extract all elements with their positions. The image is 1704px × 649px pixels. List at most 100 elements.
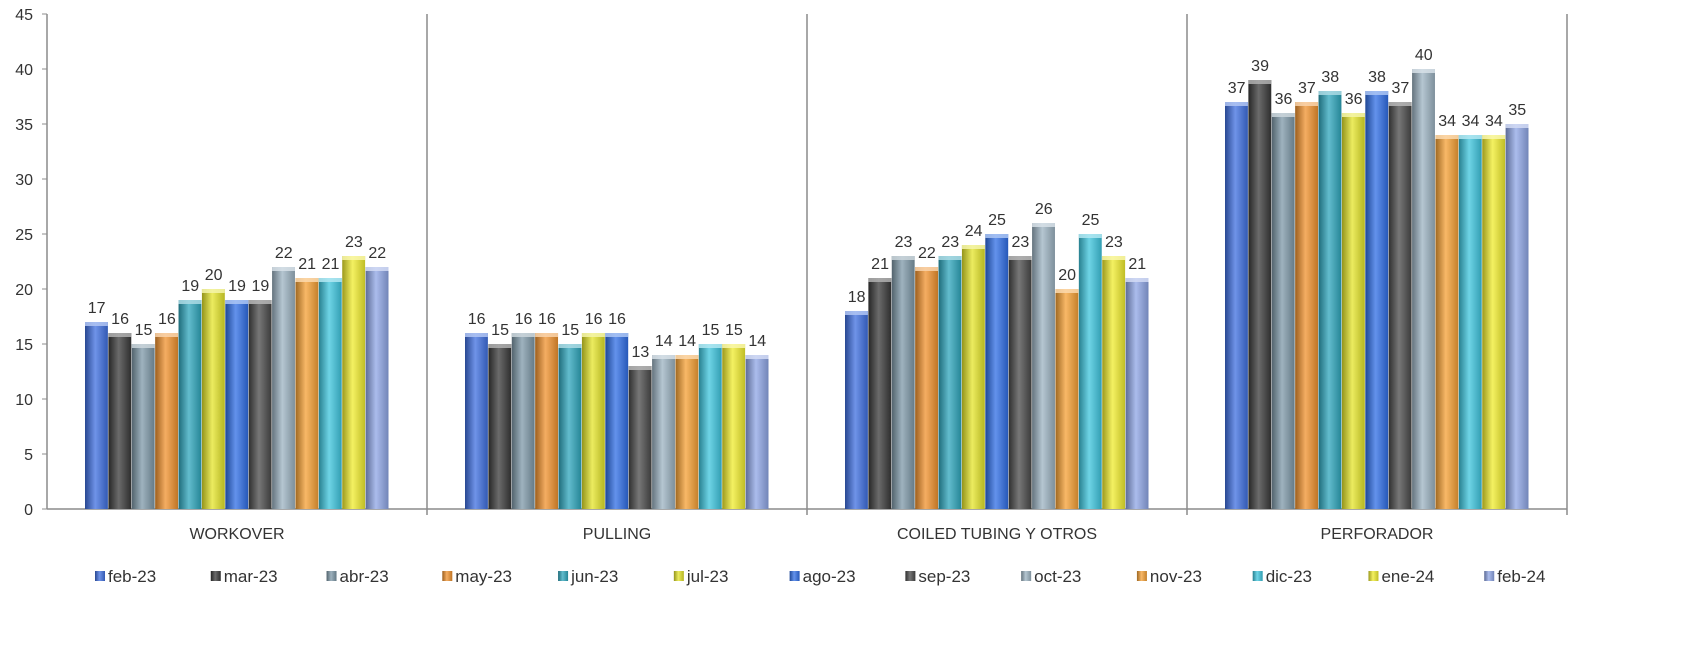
data-label-workover-jun-23: 19 (181, 278, 199, 295)
legend-label: mar-23 (224, 567, 278, 586)
bar-coiled-tubing-y-otros-oct-23 (1032, 223, 1055, 509)
bar-coiled-tubing-y-otros-jun-23 (938, 256, 962, 509)
bar-cap (248, 300, 272, 304)
legend-item-abr-23: abr-23 (326, 567, 389, 586)
bar-pulling-oct-23 (652, 355, 675, 509)
data-label-pulling-jul-23: 16 (585, 311, 603, 328)
data-label-workover-dic-23: 21 (322, 256, 340, 273)
x-tick-label-workover: WORKOVER (189, 526, 284, 543)
bar-cap (178, 300, 202, 304)
bar-perforador-feb-23 (1225, 102, 1248, 509)
legend-label: feb-24 (1497, 567, 1545, 586)
legend-item-dic-23: dic-23 (1252, 567, 1312, 586)
x-tick-label-pulling: PULLING (583, 526, 651, 543)
data-label-workover-feb-24: 22 (368, 245, 386, 262)
bar-cap (342, 256, 366, 260)
axes: 0 5 10 15 20 25 30 35 40 45 WORKOVER PULLING COILED … (15, 7, 1568, 543)
legend-label: jul-23 (686, 567, 729, 586)
bar-cap (961, 245, 985, 249)
data-label-coiled-tubing-y-otros-feb-24: 21 (1128, 256, 1146, 273)
bar-cap (938, 256, 962, 260)
bar-cap (465, 333, 488, 337)
legend-item-jun-23: jun-23 (558, 567, 618, 586)
data-label-workover-nov-23: 21 (298, 256, 316, 273)
bar-cap (131, 344, 155, 348)
bar-cap (1388, 102, 1412, 106)
bar-cap (535, 333, 559, 337)
data-label-coiled-tubing-y-otros-nov-23: 20 (1058, 267, 1076, 284)
data-label-workover-jul-23: 20 (205, 267, 223, 284)
data-label-coiled-tubing-y-otros-may-23: 22 (918, 245, 936, 262)
data-label-pulling-oct-23: 14 (655, 333, 673, 350)
legend-swatch (789, 571, 800, 581)
bar-cap (1435, 135, 1459, 139)
bar-cap (1341, 113, 1365, 117)
legend-swatch (1021, 571, 1032, 581)
bar-cap (891, 256, 915, 260)
bar-perforador-oct-23 (1412, 69, 1435, 509)
bar-perforador-nov-23 (1435, 135, 1459, 509)
bar-cap (1295, 102, 1319, 106)
bar-pulling-jun-23 (558, 344, 582, 509)
y-tick-label: 0 (24, 502, 33, 519)
legend-item-ene-24: ene-24 (1368, 567, 1434, 586)
legend-label: nov-23 (1150, 567, 1202, 586)
bar-pulling-nov-23 (675, 355, 699, 509)
data-label-perforador-ago-23: 38 (1368, 69, 1386, 86)
bar-cap (1055, 289, 1079, 293)
legend-swatch (1252, 571, 1263, 581)
legend-item-ago-23: ago-23 (789, 567, 856, 586)
y-tick-label: 10 (15, 392, 33, 409)
bar-cap (365, 267, 389, 271)
y-tick-label: 45 (15, 7, 33, 24)
data-labels-layer: 17 16 15 16 19 20 19 19 22 21 21 23 22 16 15 16 16 15 16 16… (88, 47, 1527, 361)
bar-coiled-tubing-y-otros-may-23 (915, 267, 939, 509)
bar-pulling-jul-23 (581, 333, 605, 509)
bar-pulling-feb-23 (465, 333, 488, 509)
bar-workover-jul-23 (201, 289, 225, 509)
bar-perforador-sep-23 (1388, 102, 1412, 509)
bar-cap (915, 267, 939, 271)
y-tick-label: 25 (15, 227, 33, 244)
bar-cap (1458, 135, 1482, 139)
data-label-workover-mar-23: 16 (111, 311, 129, 328)
data-label-pulling-abr-23: 16 (515, 311, 533, 328)
data-label-pulling-feb-24: 14 (748, 333, 766, 350)
bar-cap (1271, 113, 1295, 117)
data-label-coiled-tubing-y-otros-ene-24: 23 (1105, 234, 1123, 251)
bar-perforador-mar-23 (1248, 80, 1272, 509)
y-tick-label: 35 (15, 117, 33, 134)
bar-perforador-may-23 (1295, 102, 1319, 509)
bar-coiled-tubing-y-otros-dic-23 (1078, 234, 1102, 509)
data-label-pulling-feb-23: 16 (468, 311, 486, 328)
bar-coiled-tubing-y-otros-sep-23 (1008, 256, 1032, 509)
legend-label: jun-23 (570, 567, 618, 586)
bar-workover-feb-24 (365, 267, 389, 509)
bar-cap (1032, 223, 1055, 227)
x-tick-label-coiled-tubing-y-otros: COILED TUBING Y OTROS (897, 526, 1097, 543)
bar-coiled-tubing-y-otros-ene-24 (1102, 256, 1126, 509)
bar-coiled-tubing-y-otros-jul-23 (961, 245, 985, 509)
legend-swatch (1368, 571, 1379, 581)
data-label-workover-may-23: 16 (158, 311, 176, 328)
data-label-perforador-jul-23: 36 (1345, 91, 1363, 108)
bar-workover-ene-24 (342, 256, 366, 509)
bar-workover-feb-23 (85, 322, 108, 509)
data-label-coiled-tubing-y-otros-jul-23: 24 (965, 223, 983, 240)
bar-pulling-feb-24 (745, 355, 769, 509)
bar-cap (1102, 256, 1126, 260)
bar-cap (85, 322, 108, 326)
bar-cap (605, 333, 629, 337)
data-label-pulling-jun-23: 15 (561, 322, 579, 339)
bars-layer (85, 69, 1529, 509)
bar-cap (745, 355, 769, 359)
bar-pulling-mar-23 (488, 344, 512, 509)
bar-perforador-dic-23 (1458, 135, 1482, 509)
y-tick-label: 30 (15, 172, 33, 189)
data-label-coiled-tubing-y-otros-abr-23: 23 (895, 234, 913, 251)
bar-cap (1225, 102, 1248, 106)
bar-coiled-tubing-y-otros-feb-23 (845, 311, 868, 509)
bar-workover-oct-23 (272, 267, 295, 509)
legend-item-oct-23: oct-23 (1021, 567, 1081, 586)
